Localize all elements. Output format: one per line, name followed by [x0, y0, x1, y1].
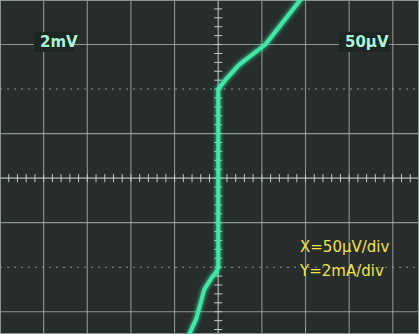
minor-tick: [157, 174, 158, 182]
scale-annotation: X=50µV/div: [300, 238, 389, 256]
minor-tick: [214, 329, 222, 330]
minor-tick: [214, 293, 222, 294]
minor-tick: [214, 53, 222, 54]
minor-tick: [43, 174, 44, 182]
plot-frame: [1, 1, 419, 334]
minor-tick: [34, 174, 35, 182]
minor-tick: [244, 174, 245, 182]
minor-tick: [209, 174, 210, 182]
minor-tick: [305, 174, 306, 182]
grid: [0, 0, 419, 334]
minor-tick: [375, 174, 376, 182]
minor-tick: [214, 8, 222, 9]
minor-tick: [214, 285, 222, 286]
grid-line-y: [0, 311, 419, 312]
minor-tick: [296, 174, 297, 182]
minor-tick: [8, 174, 9, 182]
grid-line-y: [0, 222, 419, 223]
minor-tick: [349, 174, 350, 182]
minor-tick: [183, 174, 184, 182]
minor-tick: [130, 174, 131, 182]
readout-bg: [339, 32, 389, 52]
minor-tick: [148, 174, 149, 182]
minor-tick: [165, 174, 166, 182]
minor-tick: [366, 174, 367, 182]
channel-readout: 50µV: [345, 33, 389, 51]
minor-tick: [214, 320, 222, 321]
minor-tick: [357, 174, 358, 182]
grid-line-x: [261, 0, 262, 334]
minor-tick: [314, 174, 315, 182]
minor-tick: [96, 174, 97, 182]
minor-tick: [139, 174, 140, 182]
minor-tick: [52, 174, 53, 182]
minor-tick: [200, 174, 201, 182]
minor-tick: [235, 174, 236, 182]
grid-line-x: [174, 0, 175, 334]
minor-tick: [401, 174, 402, 182]
chart: 2mV 50µV X=50µV/div Y=2mA/div: [0, 0, 419, 334]
channel-readout: 2mV: [40, 33, 78, 51]
minor-tick: [174, 174, 175, 182]
minor-tick: [270, 174, 271, 182]
iv-curve: [189, 0, 300, 334]
grid-line-x: [130, 0, 131, 334]
minor-tick: [340, 174, 341, 182]
minor-tick: [226, 174, 227, 182]
minor-tick: [214, 311, 222, 312]
minor-tick: [392, 174, 393, 182]
minor-tick: [122, 174, 123, 182]
minor-tick: [214, 17, 222, 18]
minor-tick: [261, 174, 262, 182]
minor-tick: [69, 174, 70, 182]
data-group: [189, 0, 300, 334]
minor-tick: [322, 174, 323, 182]
minor-tick: [410, 174, 411, 182]
minor-tick: [78, 174, 79, 182]
minor-tick: [214, 26, 222, 27]
minor-tick: [113, 174, 114, 182]
minor-tick: [214, 71, 222, 72]
scale-annotation: Y=2mA/div: [299, 262, 384, 280]
grid-line-x: [392, 0, 393, 334]
grid-line-y: [0, 133, 419, 134]
minor-tick: [26, 174, 27, 182]
screen: [0, 0, 419, 334]
minor-tick: [17, 174, 18, 182]
minor-tick: [279, 174, 280, 182]
chart-root: 2mV 50µV X=50µV/div Y=2mA/div: [0, 0, 419, 334]
minor-tick: [384, 174, 385, 182]
minor-tick: [192, 174, 193, 182]
minor-tick: [87, 174, 88, 182]
minor-tick: [104, 174, 105, 182]
minor-tick: [214, 35, 222, 36]
grid-line-y: [0, 89, 419, 90]
grid-line-x: [87, 0, 88, 334]
minor-tick: [253, 174, 254, 182]
minor-tick: [288, 174, 289, 182]
minor-tick: [61, 174, 62, 182]
minor-tick: [214, 80, 222, 81]
minor-tick: [214, 62, 222, 63]
grid-line-x: [305, 0, 306, 334]
minor-tick: [214, 44, 222, 45]
minor-tick: [214, 302, 222, 303]
minor-tick: [331, 174, 332, 182]
